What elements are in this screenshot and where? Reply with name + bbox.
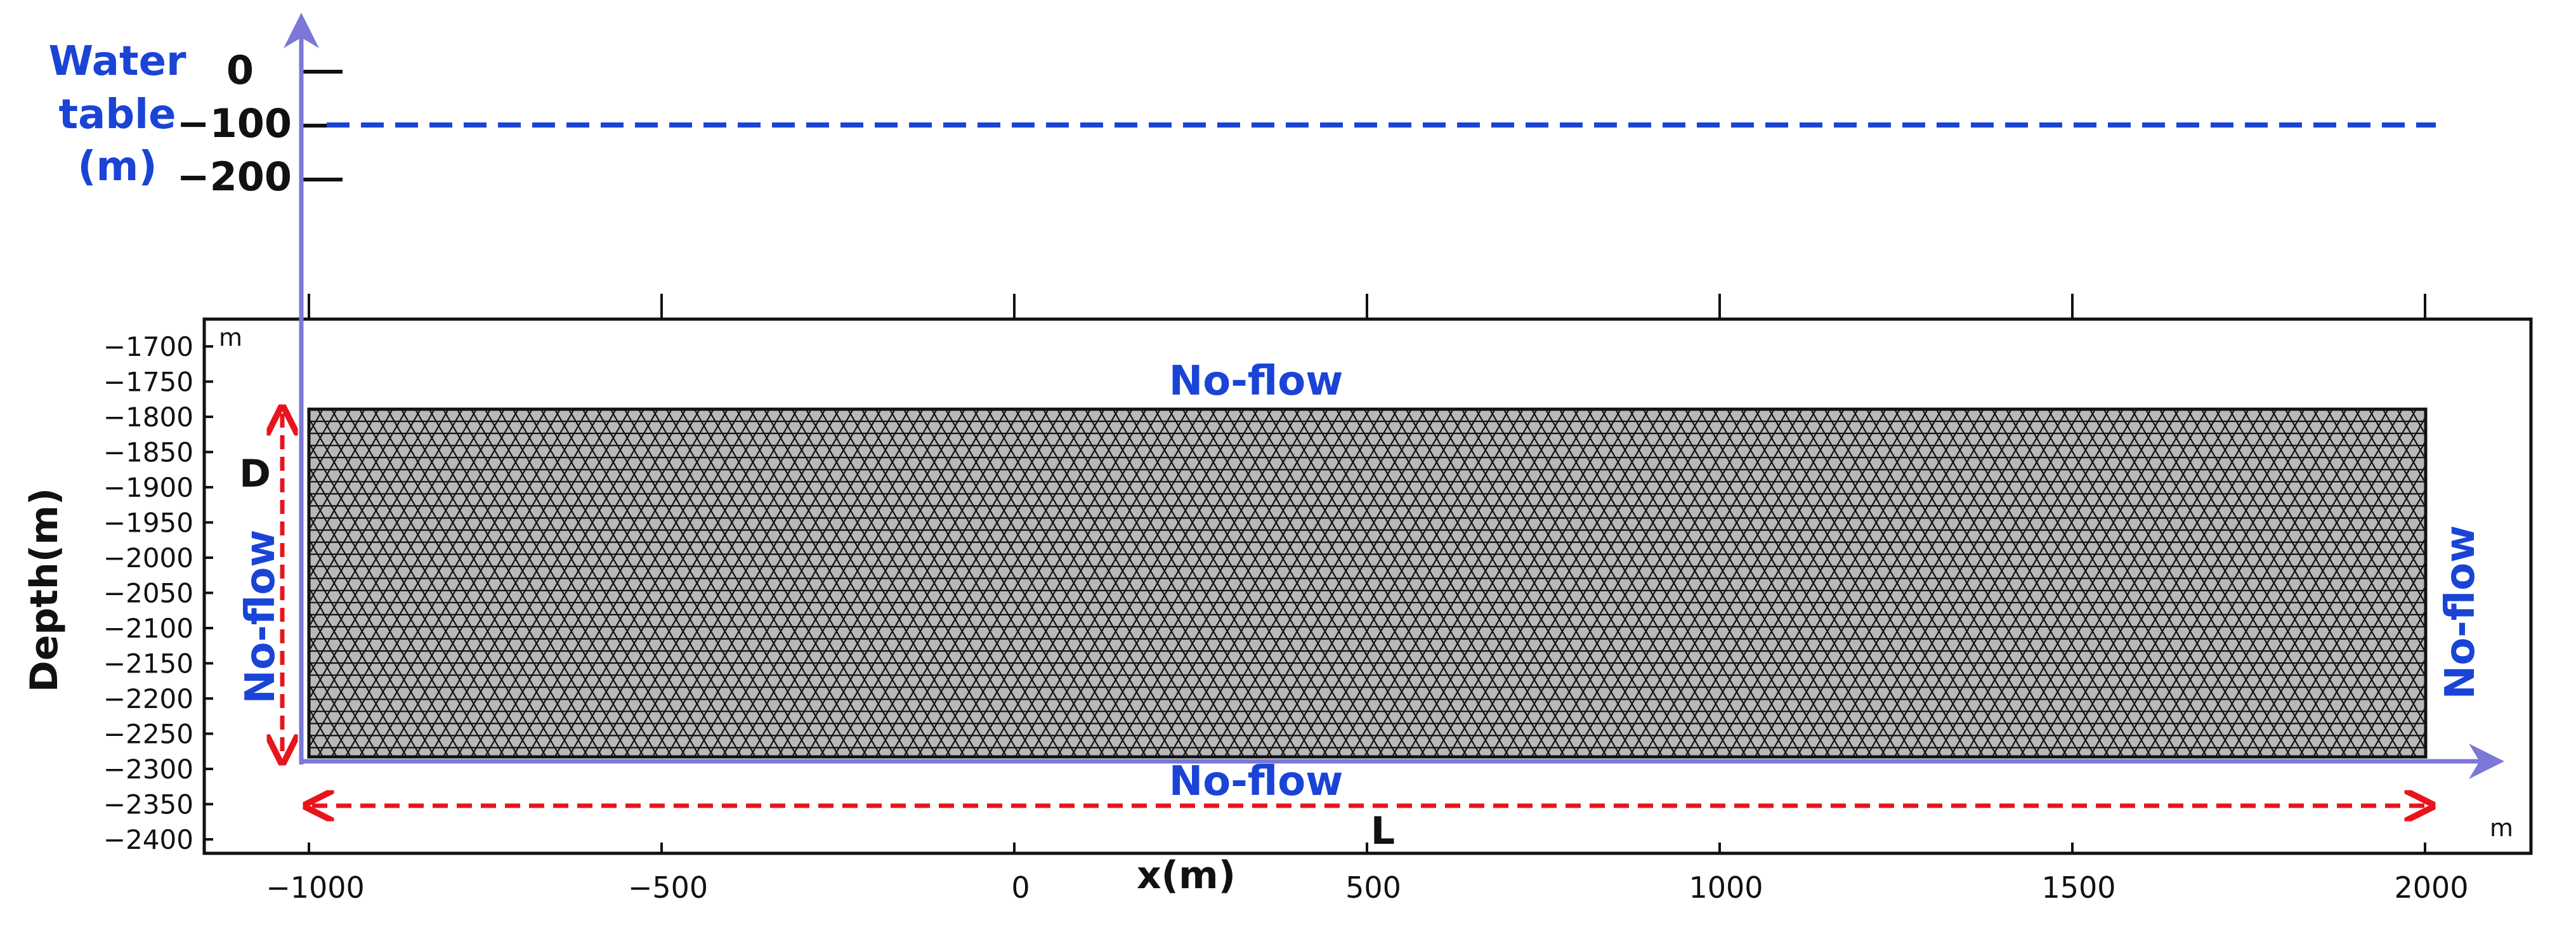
y-unit-label: m <box>219 324 242 351</box>
boundary-left-label: No-flow <box>237 530 284 704</box>
mesh-domain <box>307 407 2428 759</box>
water-table-tick-label-200: −200 <box>177 154 292 200</box>
y-tick-label: −1750 <box>103 367 193 398</box>
mesh-triangles <box>309 409 2426 757</box>
water-table-tick-label-0: 0 <box>226 47 254 93</box>
x-tick-label: 500 <box>1345 870 1401 905</box>
x-tick-label: −1000 <box>266 870 365 905</box>
x-unit-label: m <box>2490 814 2513 842</box>
x-ticks: −1000 −500 0 500 1000 1500 2000 <box>266 294 2469 905</box>
depth-panel: m m −1700−1750−1800−1850−1900−1950−2000−… <box>22 294 2533 905</box>
water-table-label-line-3: (m) <box>77 143 157 190</box>
water-table-tick-label-100: −100 <box>177 100 292 147</box>
y-tick-label: −2050 <box>103 578 193 609</box>
x-tick-label: −500 <box>628 870 708 905</box>
y-axis-title: Depth(m) <box>22 488 67 692</box>
y-ticks: −1700 −1750 −1800 −1850 −1900 −1950−2000 −2050… <box>103 331 213 855</box>
y-tick-label: −2100 <box>103 613 193 644</box>
x-tick-label: 2000 <box>2394 870 2468 905</box>
x-axis-title: x(m) <box>1137 853 1236 898</box>
x-tick-label: 1500 <box>2041 870 2115 905</box>
height-dimension-label: D <box>239 452 271 496</box>
y-tick-label: −2000 <box>103 542 193 574</box>
boundary-right-label: No-flow <box>2437 525 2484 700</box>
y-tick-label: −1850 <box>103 437 193 468</box>
y-tick-label: −1800 <box>103 402 193 433</box>
y-tick-label: −2400 <box>103 824 193 855</box>
y-tick-label: −1900 <box>103 472 193 503</box>
y-tick-label: −2150 <box>103 648 193 679</box>
y-tick-label: −2250 <box>103 719 193 750</box>
y-tick-label: −2300 <box>103 754 193 785</box>
boundary-top-label: No-flow <box>1169 358 1344 405</box>
water-table-label-line-1: Water <box>48 38 186 85</box>
y-tick-label: −2350 <box>103 789 193 820</box>
length-dimension-label: L <box>1371 809 1395 853</box>
y-tick-label: −2200 <box>103 683 193 714</box>
boundary-bottom-label: No-flow <box>1169 758 1344 805</box>
x-tick-label: 0 <box>1011 870 1030 905</box>
y-tick-label: −1950 <box>103 508 193 539</box>
mesh-grid-path <box>309 409 2426 757</box>
x-tick-label: 1000 <box>1689 870 1763 905</box>
water-table-panel: Water table (m) 0 −100 −200 <box>48 38 2436 200</box>
water-table-label-line-2: table <box>59 91 176 138</box>
y-tick-label: −1700 <box>103 331 193 362</box>
